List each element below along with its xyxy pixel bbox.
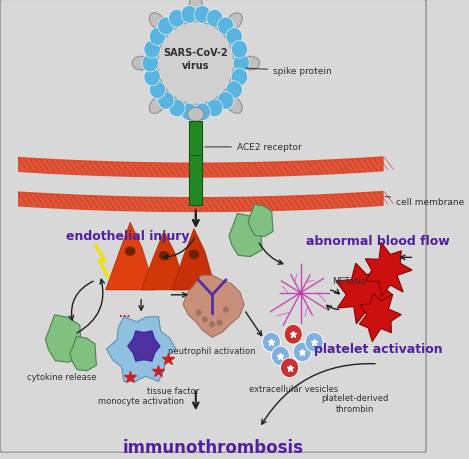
Polygon shape: [336, 263, 392, 324]
Text: neutrophil activation: neutrophil activation: [168, 346, 256, 355]
Ellipse shape: [189, 0, 202, 15]
Text: platelet-derived
thrombin: platelet-derived thrombin: [321, 393, 389, 413]
Ellipse shape: [242, 57, 259, 71]
Circle shape: [194, 6, 211, 24]
Ellipse shape: [159, 252, 168, 260]
Circle shape: [149, 28, 166, 46]
Polygon shape: [365, 243, 412, 297]
Circle shape: [272, 346, 289, 366]
Ellipse shape: [132, 57, 150, 71]
Ellipse shape: [188, 108, 204, 122]
Circle shape: [305, 332, 323, 352]
Circle shape: [210, 322, 214, 327]
Circle shape: [262, 332, 280, 352]
Circle shape: [217, 320, 222, 325]
Polygon shape: [106, 317, 176, 381]
Polygon shape: [172, 229, 216, 290]
Text: endothelial injury: endothelial injury: [66, 230, 189, 243]
Polygon shape: [248, 205, 273, 237]
Circle shape: [196, 310, 201, 315]
Ellipse shape: [126, 248, 135, 256]
Text: spike protein: spike protein: [246, 67, 332, 76]
Circle shape: [158, 22, 234, 105]
Text: extracellular vesicles: extracellular vesicles: [249, 384, 338, 393]
Circle shape: [203, 317, 207, 322]
Text: platelet activation: platelet activation: [314, 342, 442, 355]
Text: SARS-CoV-2
virus: SARS-CoV-2 virus: [164, 47, 228, 71]
Text: ACE2 receptor: ACE2 receptor: [205, 143, 302, 152]
Circle shape: [233, 55, 250, 73]
Circle shape: [226, 82, 242, 100]
Circle shape: [169, 11, 185, 28]
Polygon shape: [70, 336, 97, 371]
Bar: [189, 156, 202, 206]
Circle shape: [158, 92, 174, 110]
Ellipse shape: [227, 14, 242, 31]
Text: cytokine release: cytokine release: [27, 372, 97, 381]
Circle shape: [144, 41, 160, 59]
Circle shape: [181, 104, 197, 122]
Text: NETosis: NETosis: [333, 277, 366, 286]
Circle shape: [231, 69, 248, 87]
Text: tissue factor: tissue factor: [147, 386, 199, 395]
Polygon shape: [183, 275, 244, 337]
Circle shape: [194, 104, 211, 122]
Text: monocyte activation: monocyte activation: [98, 397, 184, 405]
Circle shape: [284, 325, 303, 344]
Text: abnormal blood flow: abnormal blood flow: [306, 235, 450, 247]
Text: cell membrane: cell membrane: [385, 197, 464, 206]
Circle shape: [181, 6, 197, 24]
Ellipse shape: [189, 113, 202, 133]
Polygon shape: [359, 294, 401, 341]
Polygon shape: [128, 331, 160, 362]
Circle shape: [218, 18, 234, 36]
Circle shape: [218, 92, 234, 110]
Polygon shape: [106, 223, 155, 290]
Circle shape: [144, 69, 160, 87]
Polygon shape: [45, 315, 82, 363]
Circle shape: [158, 18, 174, 36]
Circle shape: [280, 358, 299, 378]
Bar: [189, 122, 202, 181]
Text: immunothrombosis: immunothrombosis: [122, 438, 303, 456]
Circle shape: [231, 41, 248, 59]
Circle shape: [206, 11, 223, 28]
Ellipse shape: [149, 97, 165, 114]
Ellipse shape: [189, 251, 198, 259]
Ellipse shape: [227, 97, 242, 114]
Circle shape: [224, 308, 228, 313]
Circle shape: [293, 342, 311, 362]
Text: ···: ···: [119, 312, 130, 322]
Polygon shape: [229, 214, 262, 257]
Circle shape: [226, 28, 242, 46]
Circle shape: [206, 100, 223, 118]
Polygon shape: [141, 232, 187, 290]
Ellipse shape: [149, 14, 165, 31]
Circle shape: [169, 100, 185, 118]
Circle shape: [142, 55, 159, 73]
Circle shape: [149, 82, 166, 100]
